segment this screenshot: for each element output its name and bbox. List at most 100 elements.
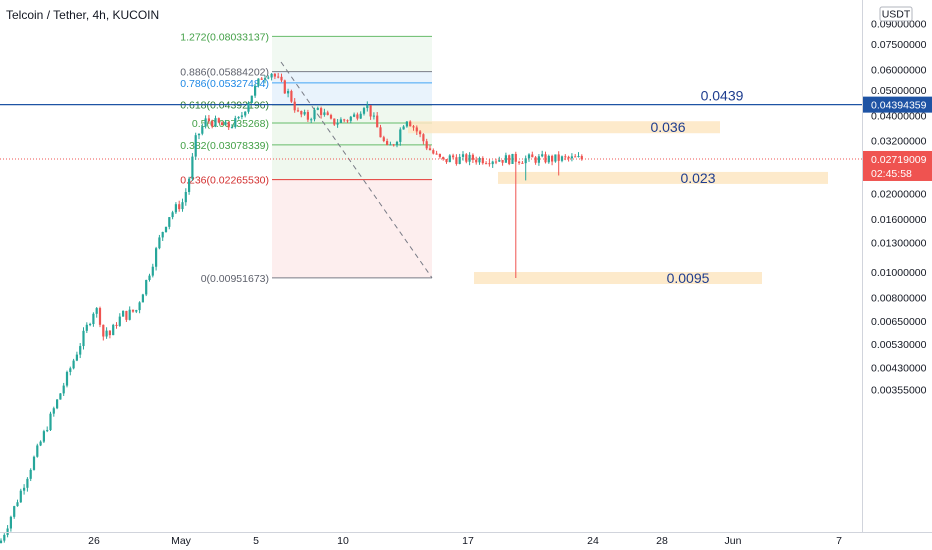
candle — [217, 117, 220, 124]
candle — [356, 112, 359, 121]
horizontal-line[interactable]: 0.0439 — [0, 88, 862, 160]
zone-label: 0.023 — [680, 170, 715, 186]
candle — [254, 84, 257, 98]
candle — [323, 108, 326, 117]
candle — [161, 231, 164, 241]
candle — [168, 216, 171, 230]
candle — [39, 440, 42, 447]
candle — [244, 111, 247, 118]
chart-title: Telcoin / Tether, 4h, KUCOIN — [6, 8, 159, 22]
candle — [537, 154, 540, 166]
candle — [471, 153, 474, 163]
candle — [89, 322, 92, 327]
hline-axis-box — [863, 96, 932, 113]
candle — [98, 306, 102, 328]
candle — [49, 411, 52, 432]
candle — [237, 116, 240, 120]
candle — [32, 455, 36, 471]
candle — [13, 505, 16, 519]
candle — [191, 153, 194, 181]
bar-countdown: 02:45:58 — [871, 168, 912, 180]
candle — [468, 152, 471, 166]
candle — [395, 140, 399, 148]
candle — [95, 307, 98, 318]
candle — [56, 399, 59, 410]
candle — [260, 77, 263, 80]
candle — [405, 120, 408, 128]
price-axis[interactable]: 0.090000000.075000000.060000000.05000000… — [871, 18, 927, 396]
last-price-value: 0.02719009 — [871, 154, 927, 166]
candle — [422, 133, 425, 145]
candle — [306, 109, 309, 122]
fib-level-label: 0.236(0.02265530) — [180, 175, 269, 187]
candle — [194, 132, 197, 160]
candle — [580, 154, 583, 161]
candle — [26, 477, 29, 492]
candle — [277, 72, 280, 79]
zone-label: 0.0095 — [667, 270, 710, 286]
candle — [42, 429, 45, 444]
candle — [118, 313, 121, 327]
hline-axis-value: 0.04394359 — [871, 100, 927, 112]
zone-label: 0.036 — [650, 119, 685, 135]
candle — [458, 153, 461, 165]
candle — [112, 323, 115, 336]
fib-band-green — [272, 104, 432, 180]
candle — [211, 119, 214, 129]
candle — [82, 327, 85, 350]
candle — [329, 113, 333, 120]
candle — [23, 484, 26, 495]
candle — [204, 115, 207, 129]
support-zones[interactable]: 0.036 0.023 0.0095 — [408, 119, 828, 286]
candle — [349, 115, 352, 124]
candle — [141, 293, 144, 303]
candle — [518, 160, 521, 165]
candle — [263, 75, 267, 84]
candle — [29, 468, 32, 482]
candle — [445, 159, 448, 164]
candle — [372, 112, 375, 120]
price-tick-label: 0.04000000 — [871, 110, 927, 122]
candle — [19, 488, 22, 503]
candle — [79, 343, 82, 359]
candle — [508, 154, 511, 166]
price-tick-label: 0.07500000 — [871, 39, 927, 51]
fib-level-label: 0.5(0.03735268) — [192, 118, 269, 130]
candle — [494, 158, 498, 165]
candle — [230, 124, 234, 129]
candle — [514, 151, 517, 279]
candle — [435, 150, 438, 155]
candle — [412, 125, 415, 131]
candle — [560, 155, 564, 163]
candle — [207, 114, 210, 125]
price-tick-label: 0.00430000 — [871, 363, 927, 375]
candle — [171, 210, 174, 220]
candle — [178, 200, 181, 212]
candle — [491, 160, 494, 168]
candle — [369, 105, 372, 120]
candle — [69, 366, 72, 376]
zone-box — [498, 171, 828, 184]
candle — [257, 78, 260, 88]
candle — [346, 119, 349, 123]
candle — [475, 156, 478, 165]
fib-band-blue — [272, 71, 432, 105]
currency-badge[interactable]: USDT — [879, 6, 913, 22]
candle — [36, 443, 39, 458]
candle — [0, 538, 3, 544]
hline-label: 0.0439 — [701, 88, 744, 104]
candle — [399, 127, 402, 146]
candle — [452, 153, 455, 160]
candle — [135, 309, 138, 314]
time-axis[interactable]: 26 May 5 10 17 24 28 Jun 7 — [88, 535, 842, 547]
candle — [448, 154, 451, 163]
candle — [138, 301, 141, 314]
candle — [108, 330, 111, 339]
candle — [227, 121, 230, 131]
candle — [247, 101, 250, 114]
candle — [485, 161, 488, 165]
fib-retracement[interactable]: 1.272(0.08033137) 0.886(0.05884202)0.786(… — [180, 31, 433, 285]
time-tick-label: 10 — [337, 535, 349, 547]
candle — [531, 151, 534, 158]
